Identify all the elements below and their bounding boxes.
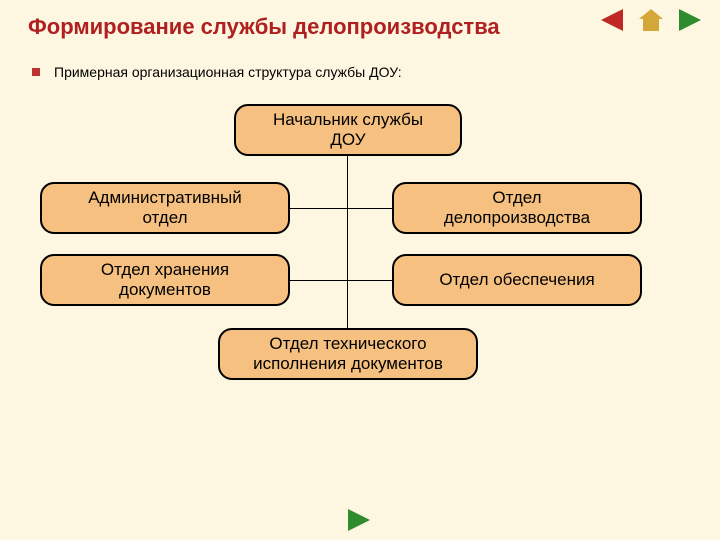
org-node-obes: Отдел обеспечения: [392, 254, 642, 306]
org-node-hran: Отдел хранениядокументов: [40, 254, 290, 306]
nav-bottom: [345, 506, 375, 534]
connector-branch: [290, 280, 392, 281]
bullet-icon: [32, 68, 40, 76]
org-node-admin: Административныйотдел: [40, 182, 290, 234]
slide-content: Формирование службы делопроизводства При…: [0, 0, 720, 404]
connector-branch: [290, 208, 392, 209]
nav-next-button[interactable]: [676, 6, 706, 34]
bullet-row: Примерная организационная структура служ…: [0, 40, 720, 80]
bullet-text: Примерная организационная структура служ…: [54, 64, 402, 80]
arrow-left-icon: [597, 7, 625, 33]
nav-next-bottom-button[interactable]: [345, 506, 375, 534]
arrow-right-icon: [346, 507, 374, 533]
nav-home-button[interactable]: [636, 6, 666, 34]
org-chart: Начальник службыДОУ Административныйотдел…: [0, 104, 720, 404]
org-node-root: Начальник службыДОУ: [234, 104, 462, 156]
org-node-delo: Отделделопроизводства: [392, 182, 642, 234]
nav-top: [596, 6, 706, 34]
org-node-tech: Отдел техническогоисполнения документов: [218, 328, 478, 380]
home-icon: [637, 7, 665, 33]
nav-prev-button[interactable]: [596, 6, 626, 34]
connector-trunk: [347, 156, 348, 328]
arrow-right-icon: [677, 7, 705, 33]
